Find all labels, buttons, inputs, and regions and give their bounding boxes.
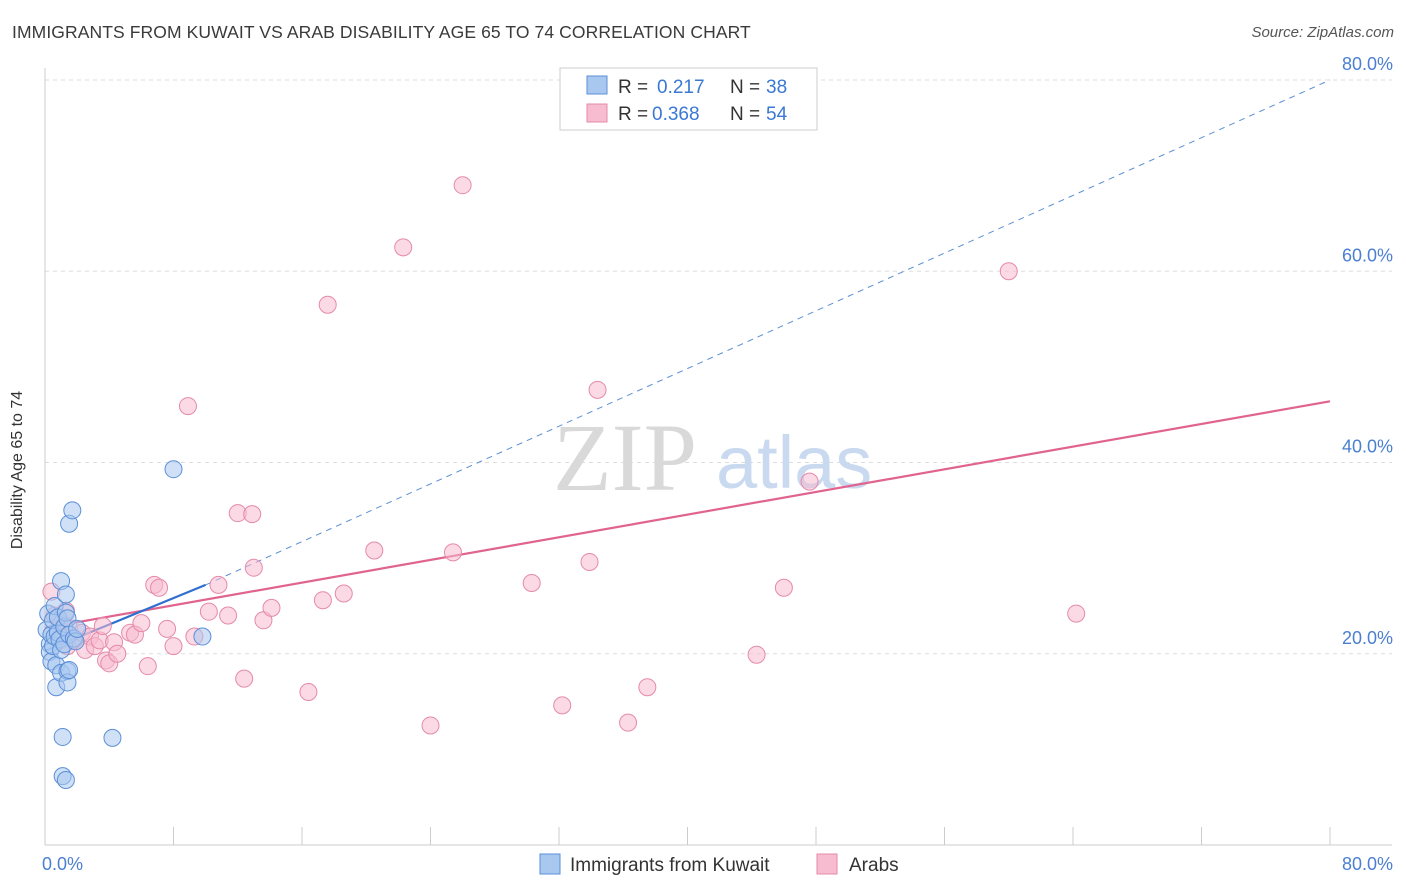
data-point-arabs	[108, 644, 127, 663]
legend-swatch-pink	[586, 103, 608, 123]
data-point-arabs	[299, 683, 318, 701]
legend-n-value-blue: 38	[766, 77, 787, 98]
chart-title: IMMIGRANTS FROM KUWAIT VS ARAB DISABILIT…	[12, 22, 751, 42]
legend-n-label-pink: N =	[730, 104, 760, 125]
data-point-kuwait	[56, 770, 75, 789]
data-point-arabs	[522, 573, 541, 592]
data-point-arabs	[243, 505, 262, 524]
data-points	[37, 176, 1086, 789]
legend-r-label-blue: R =	[618, 77, 648, 98]
watermark-zip: ZIP	[553, 404, 697, 511]
axis-ticks: 20.0% 40.0% 60.0% 80.0% 0.0% 80.0%	[42, 54, 1393, 874]
x-tick-label-start: 0.0%	[42, 854, 83, 874]
data-point-arabs	[394, 238, 413, 257]
legend-n-label-blue: N =	[730, 77, 760, 98]
data-point-kuwait	[53, 727, 72, 746]
data-point-arabs	[334, 584, 353, 603]
data-point-arabs	[219, 606, 238, 625]
data-point-arabs	[235, 669, 254, 688]
data-point-kuwait	[68, 619, 87, 638]
data-point-arabs	[553, 696, 572, 715]
data-point-arabs	[313, 591, 332, 610]
bottom-legend-swatch-pink	[816, 853, 838, 875]
watermark-atlas: atlas	[716, 421, 872, 504]
data-point-arabs	[588, 380, 607, 399]
data-point-kuwait	[103, 728, 122, 747]
data-point-arabs	[262, 598, 281, 617]
data-point-arabs	[150, 578, 169, 597]
legend-swatch-blue	[586, 75, 608, 95]
y-tick-label: 40.0%	[1342, 437, 1393, 457]
data-point-arabs	[132, 614, 151, 633]
data-point-arabs	[318, 295, 337, 314]
axes	[44, 68, 1392, 846]
legend-n-value-pink: 54	[766, 104, 788, 125]
watermark: ZIP atlas	[553, 404, 872, 511]
bottom-legend-label-blue: Immigrants from Kuwait	[570, 855, 770, 876]
trend-line-kuwait-projection	[205, 79, 1331, 586]
y-tick-label: 60.0%	[1342, 245, 1393, 265]
data-point-arabs	[774, 578, 793, 597]
legend-r-label-pink: R =	[618, 104, 648, 125]
bottom-legend: Immigrants from Kuwait Arabs	[539, 853, 899, 876]
data-point-arabs	[244, 558, 263, 577]
data-point-arabs	[453, 176, 472, 195]
grid-lines	[45, 79, 1392, 655]
data-point-arabs	[164, 637, 183, 656]
data-point-arabs	[178, 397, 197, 416]
legend-r-value-blue: 0.217	[657, 77, 705, 98]
x-tick-label-end: 80.0%	[1342, 854, 1393, 874]
data-point-arabs	[365, 541, 384, 560]
data-point-arabs	[1067, 604, 1086, 623]
data-point-arabs	[421, 716, 440, 735]
data-point-arabs	[93, 617, 112, 636]
data-point-arabs	[138, 657, 157, 676]
data-point-arabs	[158, 619, 177, 638]
source-label: Source: ZipAtlas.com	[1251, 24, 1394, 41]
trend-lines	[44, 79, 1331, 652]
data-point-kuwait	[63, 501, 82, 520]
legend: R = 0.217 N = 38 R = 0.368 N = 54	[559, 67, 818, 131]
data-point-kuwait	[164, 460, 183, 479]
data-point-arabs	[443, 543, 462, 562]
data-point-kuwait	[193, 627, 212, 646]
data-point-arabs	[638, 678, 657, 697]
y-tick-label: 20.0%	[1342, 628, 1393, 648]
data-point-kuwait	[60, 661, 79, 680]
legend-r-value-pink: 0.368	[652, 104, 700, 125]
y-tick-label: 80.0%	[1342, 54, 1393, 74]
trend-line-arabs	[44, 400, 1331, 630]
data-point-arabs	[199, 602, 218, 621]
bottom-legend-label-pink: Arabs	[849, 855, 899, 876]
data-point-arabs	[800, 472, 819, 491]
data-point-arabs	[580, 552, 599, 571]
data-point-arabs	[619, 713, 638, 732]
bottom-legend-swatch-blue	[539, 853, 561, 875]
data-point-kuwait	[56, 585, 75, 604]
data-point-arabs	[747, 645, 766, 664]
data-point-arabs	[999, 262, 1018, 281]
data-point-arabs	[209, 575, 228, 594]
